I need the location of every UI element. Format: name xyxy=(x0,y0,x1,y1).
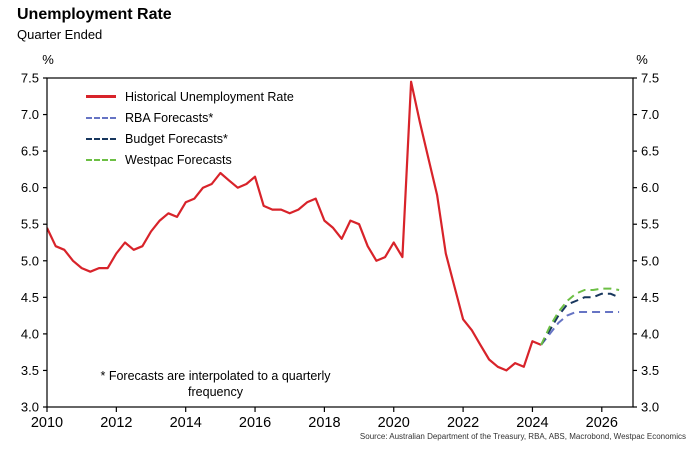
x-tick-label: 2024 xyxy=(516,415,548,431)
series-line xyxy=(47,80,542,372)
y-tick-label-left: 6.5 xyxy=(21,144,39,159)
y-tick-label-left: 3.5 xyxy=(21,363,39,378)
y-axis-unit-right: % xyxy=(636,52,648,67)
y-tick-label-left: 6.0 xyxy=(21,180,39,195)
footnote: * Forecasts are interpolated to a quarte… xyxy=(58,368,373,400)
y-tick-label-left: 5.0 xyxy=(21,253,39,268)
y-axis-unit-left: % xyxy=(42,52,54,67)
x-tick-label: 2014 xyxy=(170,415,202,431)
series-line xyxy=(540,292,620,346)
x-tick-label: 2012 xyxy=(100,415,132,431)
series-line xyxy=(540,311,620,346)
legend-item: Budget Forecasts* xyxy=(86,128,294,149)
x-tick-label: 2020 xyxy=(378,415,410,431)
source-attribution: Source: Australian Department of the Tre… xyxy=(359,432,686,441)
y-tick-label-right: 4.5 xyxy=(641,290,659,305)
legend-line-sample xyxy=(86,95,116,98)
x-tick-label: 2026 xyxy=(586,415,618,431)
x-tick-label: 2018 xyxy=(308,415,340,431)
legend-label: RBA Forecasts* xyxy=(125,110,214,125)
x-tick-label: 2010 xyxy=(31,415,63,431)
y-tick-label-right: 3.0 xyxy=(641,400,659,415)
x-tick-label: 2016 xyxy=(239,415,271,431)
legend-label: Westpac Forecasts xyxy=(125,152,232,167)
y-tick-label-left: 4.0 xyxy=(21,326,39,341)
legend-line-sample xyxy=(86,158,116,161)
y-tick-label-right: 6.5 xyxy=(641,144,659,159)
legend-line-sample xyxy=(86,137,116,140)
y-tick-label-left: 5.5 xyxy=(21,217,39,232)
x-tick-label: 2022 xyxy=(447,415,479,431)
y-tick-label-right: 5.0 xyxy=(641,253,659,268)
y-tick-label-right: 4.0 xyxy=(641,326,659,341)
y-tick-label-right: 3.5 xyxy=(641,363,659,378)
chart-legend: Historical Unemployment Rate RBA Forecast… xyxy=(86,86,294,170)
legend-item: Historical Unemployment Rate xyxy=(86,86,294,107)
y-tick-label-right: 5.5 xyxy=(641,217,659,232)
y-tick-label-right: 6.0 xyxy=(641,180,659,195)
plot-border xyxy=(46,77,634,408)
series-line xyxy=(540,287,620,346)
legend-label: Budget Forecasts* xyxy=(125,131,228,146)
y-tick-label-left: 7.0 xyxy=(21,107,39,122)
page-subtitle: Quarter Ended xyxy=(17,27,103,42)
legend-item: RBA Forecasts* xyxy=(86,107,294,128)
legend-label: Historical Unemployment Rate xyxy=(125,89,294,104)
y-tick-label-right: 7.0 xyxy=(641,107,659,122)
y-tick-label-left: 3.0 xyxy=(21,400,39,415)
legend-item: Westpac Forecasts xyxy=(86,149,294,170)
footnote-line1: * Forecasts are interpolated to a quarte… xyxy=(100,369,331,383)
page-title: Unemployment Rate xyxy=(17,6,172,23)
y-tick-label-right: 7.5 xyxy=(641,71,659,86)
y-tick-label-left: 4.5 xyxy=(21,290,39,305)
y-tick-label-left: 7.5 xyxy=(21,71,39,86)
footnote-line2: frequency xyxy=(188,385,243,399)
legend-line-sample xyxy=(86,116,116,119)
